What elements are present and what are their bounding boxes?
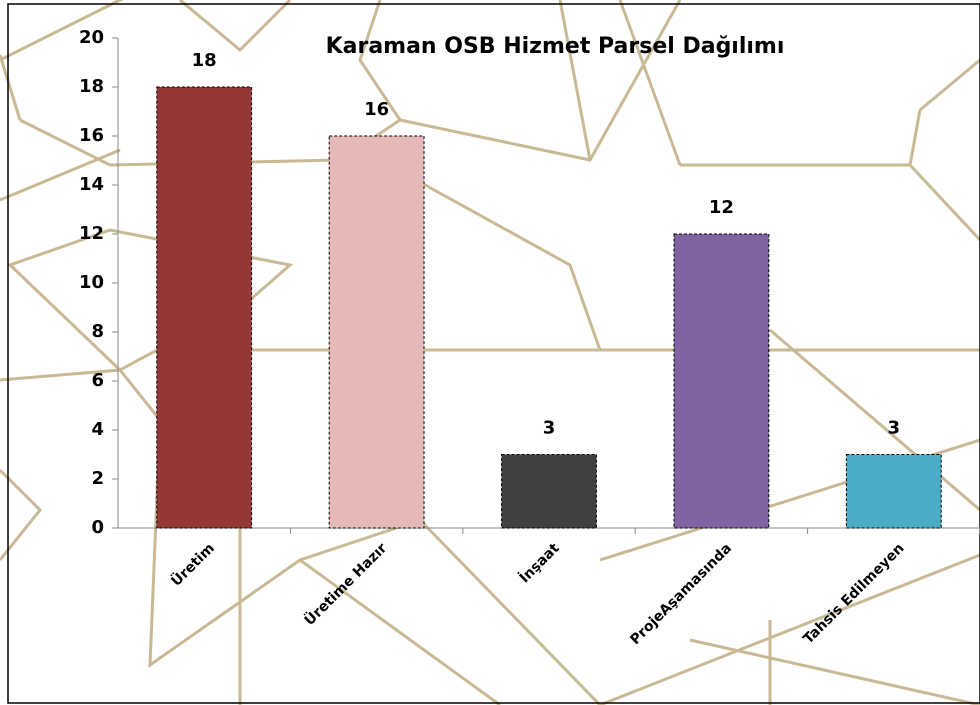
bar [674,234,769,528]
y-tick-label: 8 [91,321,104,342]
bar [502,455,597,529]
y-tick-label: 16 [79,125,104,146]
x-tick-label: İnşaat [516,539,563,586]
chart: Karaman OSB Hizmet Parsel Dağılımı 0 2 4 6 8… [0,0,980,705]
value-label: 16 [364,99,389,120]
value-label: 18 [192,50,217,71]
bar [157,87,252,528]
x-tick-label: Üretim [167,539,218,590]
y-tick-label: 2 [91,468,104,489]
bar [846,455,941,529]
background-pattern [0,0,980,705]
value-label: 3 [888,418,901,439]
y-tick-label: 6 [91,370,104,391]
y-tick-label: 12 [79,223,104,244]
y-tick-label: 4 [91,419,104,440]
x-tick-label: ProjeAşamasında [627,540,735,648]
y-tick-label: 20 [79,27,104,48]
y-tick-label: 0 [91,517,104,538]
y-tick-label: 10 [79,272,104,293]
bar [329,136,424,528]
y-tick-label: 18 [79,76,104,97]
value-label: 3 [543,418,556,439]
x-tick-label: Tahsis Edilmeyen [800,540,907,647]
y-tick-label: 14 [79,174,104,195]
value-label: 12 [709,197,734,218]
chart-title: Karaman OSB Hizmet Parsel Dağılımı [326,34,785,59]
